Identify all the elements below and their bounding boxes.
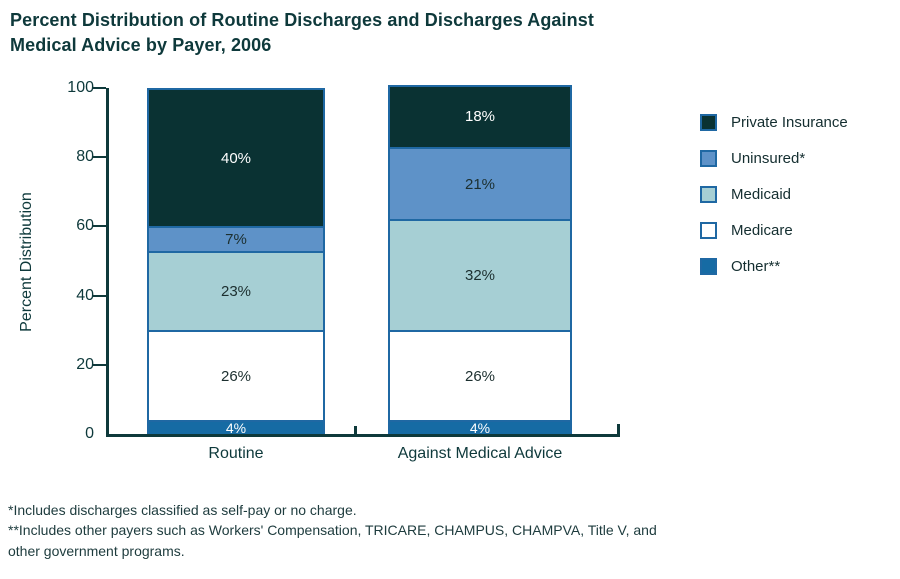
y-tick-mark-40: [93, 294, 106, 297]
segment-value-label: 23%: [220, 282, 252, 300]
y-tick-mark-80: [93, 156, 106, 159]
y-tick-label-80: 80: [76, 148, 94, 166]
segment-value-label: 18%: [464, 108, 496, 126]
y-axis-label: Percent Distribution: [18, 192, 35, 332]
segment-value-label: 26%: [220, 367, 252, 385]
y-tick-label-60: 60: [76, 217, 94, 235]
legend-swatch-other: [700, 257, 717, 275]
segment-value-label: 4%: [225, 420, 247, 437]
segment-value-label: 21%: [464, 175, 496, 193]
legend-label-other: Other**: [731, 257, 781, 275]
footnote-other-payers: **Includes other payers such as Workers'…: [8, 522, 657, 559]
legend-label-private-insurance: Private Insurance: [731, 113, 848, 131]
footnote-self-pay: *Includes discharges classified as self-…: [8, 502, 357, 518]
y-tick-mark-60: [93, 225, 106, 228]
legend-item-uninsured: Uninsured*: [700, 149, 848, 167]
y-tick-label-100: 100: [67, 79, 94, 96]
bar-segment-routine-medicare: 26%: [147, 330, 325, 421]
legend: Private Insurance Uninsured* Medicaid Medic…: [700, 113, 848, 293]
y-tick-label-40: 40: [76, 286, 94, 304]
y-tick-mark-20: [93, 363, 106, 366]
legend-item-medicare: Medicare: [700, 221, 848, 239]
segment-value-label: 26%: [464, 367, 496, 385]
bar-segment-routine-other: 4%: [147, 420, 325, 437]
segment-value-label: 40%: [220, 149, 252, 167]
bar-segment-against-medical-advice-medicare: 26%: [388, 330, 572, 421]
legend-swatch-uninsured: [700, 149, 717, 167]
segment-value-label: 4%: [469, 420, 491, 437]
y-tick-label-20: 20: [76, 355, 94, 373]
bar-segment-against-medical-advice-private-insurance: 18%: [388, 84, 572, 147]
legend-label-medicare: Medicare: [731, 221, 793, 239]
y-axis-line: [106, 88, 109, 437]
x-axis-end-cap: [617, 424, 620, 437]
legend-item-private-insurance: Private Insurance: [700, 113, 848, 131]
legend-swatch-medicare: [700, 221, 717, 239]
plot-area: 0 20 40 60 80 100 4% 26% 23% 7% 40% Routine 4% 26% 32%…: [67, 80, 620, 462]
y-tick-label-0: 0: [85, 425, 94, 442]
legend-swatch-medicaid: [700, 185, 717, 203]
category-separator-tick: [354, 426, 357, 437]
bar-segment-against-medical-advice-medicaid: 32%: [388, 219, 572, 331]
legend-swatch-private-insurance: [700, 113, 717, 131]
segment-value-label: 7%: [225, 231, 247, 249]
footnotes: *Includes discharges classified as self-…: [8, 500, 868, 561]
x-category-label-against-medical-advice: Against Medical Advice: [397, 445, 563, 462]
legend-label-uninsured: Uninsured*: [731, 149, 806, 167]
bar-segment-against-medical-advice-other: 4%: [388, 420, 572, 437]
chart-title: Percent Distribution of Routine Discharg…: [10, 10, 594, 55]
x-category-label-routine: Routine: [208, 445, 264, 462]
bar-segment-against-medical-advice-uninsured: 21%: [388, 146, 572, 220]
bar-segment-routine-private-insurance: 40%: [147, 88, 325, 227]
x-axis-line: [106, 434, 620, 437]
segment-value-label: 32%: [464, 267, 496, 285]
bar-segment-routine-uninsured: 7%: [147, 226, 325, 251]
y-tick-mark-100: [93, 87, 106, 89]
legend-label-medicaid: Medicaid: [731, 185, 792, 203]
legend-item-other: Other**: [700, 257, 848, 275]
legend-item-medicaid: Medicaid: [700, 185, 848, 203]
bar-segment-routine-medicaid: 23%: [147, 250, 325, 331]
